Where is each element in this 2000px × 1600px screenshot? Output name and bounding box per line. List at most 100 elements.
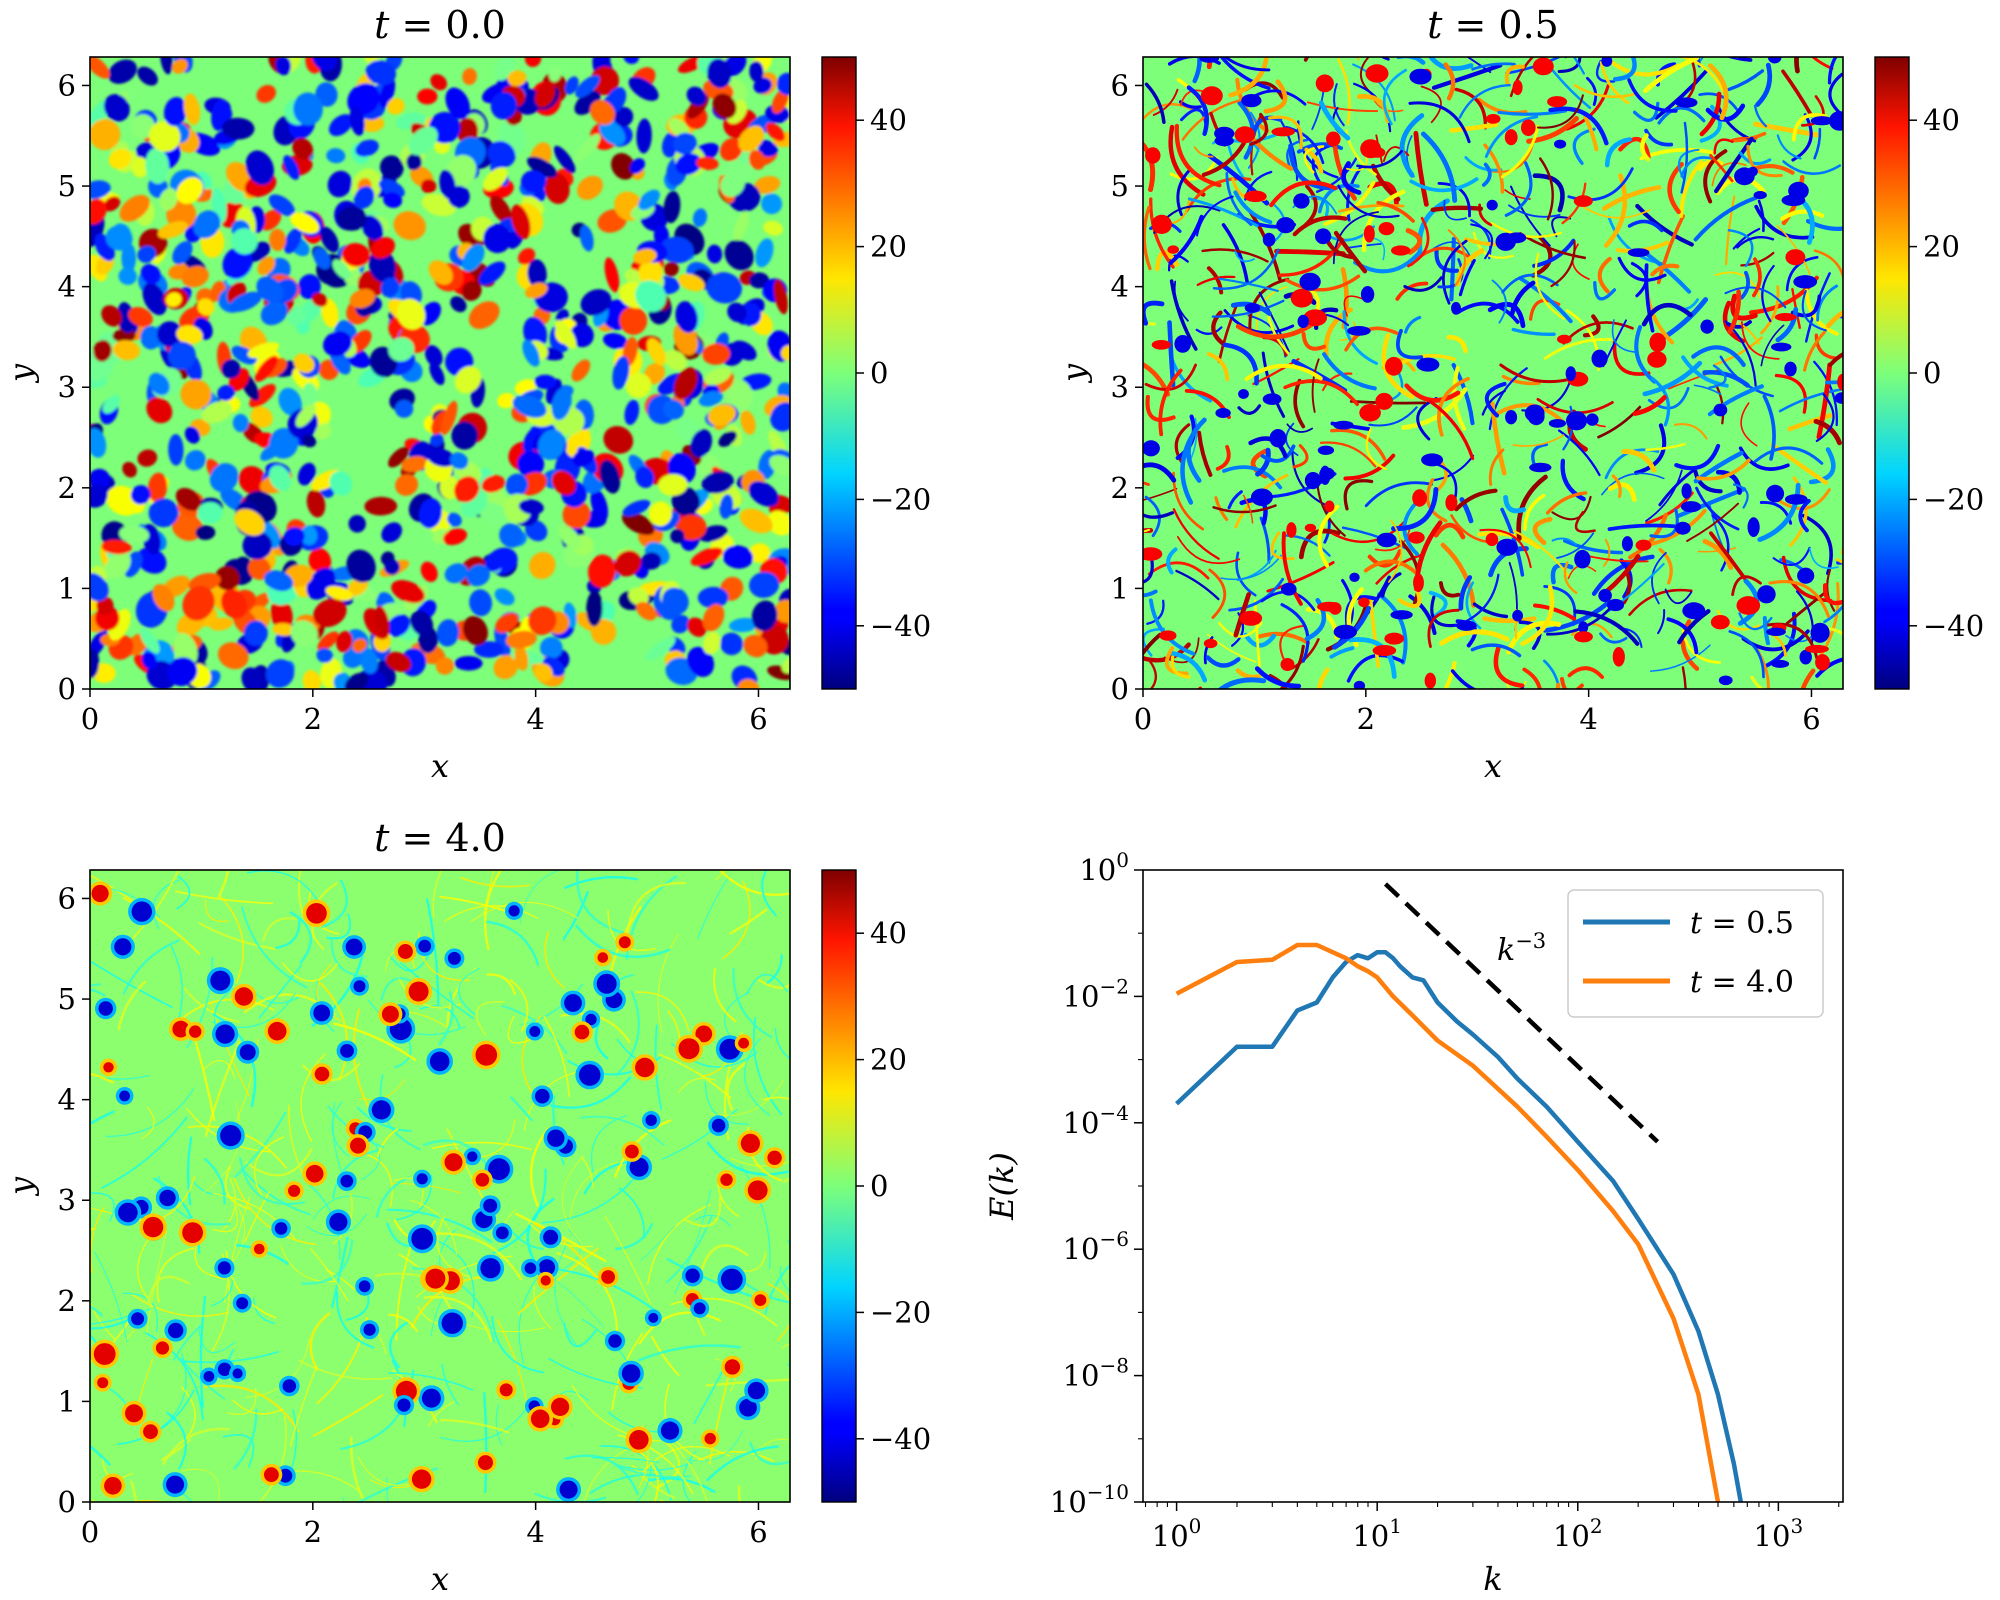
vorticity-filament (1143, 589, 1158, 598)
vorticity-filament (1709, 153, 1734, 183)
vorticity-filament (326, 913, 351, 940)
vorticity-filament (1628, 588, 1693, 616)
vorticity-blob (209, 617, 233, 631)
vorticity-filament (1443, 62, 1456, 101)
vorticity-blob (385, 651, 412, 672)
vorticity-filament (592, 1457, 660, 1464)
vorticity-blob (229, 291, 262, 312)
vorticity-filament (1144, 82, 1166, 124)
vortex-core (1304, 523, 1317, 533)
vorticity-blob (571, 359, 591, 382)
x-tick-label: 101 (1352, 1514, 1402, 1553)
vorticity-blob (101, 539, 132, 555)
vorticity-filament (1206, 266, 1224, 295)
vorticity-filament (1174, 123, 1222, 188)
vortex-core (585, 1013, 597, 1026)
vorticity-filament (1677, 609, 1711, 645)
vorticity-filament (1278, 644, 1305, 689)
vorticity-blob (590, 66, 620, 96)
vorticity-blob (256, 84, 277, 103)
series-line-t05 (1175, 949, 1744, 1502)
vortex-core (1774, 313, 1797, 322)
vorticity-filament (1176, 535, 1241, 564)
vortex-core (305, 1164, 324, 1183)
vortex-core (621, 1364, 641, 1383)
vorticity-filament (1563, 539, 1624, 555)
vorticity-filament (1708, 364, 1727, 389)
vorticity-blob (749, 272, 770, 289)
vorticity-filament (222, 1177, 237, 1231)
vorticity-filament (1532, 516, 1553, 546)
vorticity-blob (352, 638, 367, 653)
vorticity-filament (1798, 499, 1811, 533)
vortex-core (1815, 654, 1830, 671)
vorticity-filament (1172, 508, 1220, 560)
vorticity-blob (272, 623, 295, 636)
colorbar-tick-label: −40 (1923, 609, 1984, 643)
vorticity-blob (269, 427, 299, 459)
vorticity-blob (534, 82, 556, 108)
vorticity-filament (90, 1110, 115, 1126)
vorticity-filament (90, 1308, 151, 1325)
vorticity-blob (247, 342, 280, 358)
vorticity-blob (698, 391, 723, 407)
vortex-core (608, 1334, 622, 1348)
vorticity-filament (483, 870, 503, 951)
vorticity-blob (146, 397, 173, 424)
vorticity-filament (105, 1088, 195, 1138)
vorticity-filament (1143, 205, 1152, 271)
vortex-core (1297, 314, 1309, 328)
vorticity-filament (709, 1080, 784, 1116)
vorticity-filament (1611, 319, 1639, 354)
vortex-core (524, 1262, 537, 1274)
vortex-core (1416, 357, 1440, 372)
vorticity-filament (356, 1107, 412, 1132)
vorticity-filament (752, 1017, 783, 1116)
vorticity-filament (1571, 243, 1590, 280)
vorticity-blob (534, 374, 557, 390)
vortex-core (1681, 483, 1692, 499)
vortex-core (1504, 129, 1518, 146)
vorticity-filament (713, 967, 737, 1023)
log-axis-ticks: 100 101 102 103 100 10−2 10−4 10−6 10−8 10−10 (1050, 848, 1840, 1553)
vorticity-filament (203, 1101, 241, 1194)
vorticity-filament (1714, 271, 1761, 299)
vorticity-filament (202, 1060, 236, 1079)
vortex-core (1771, 659, 1790, 668)
vorticity-filament (1223, 57, 1271, 72)
vorticity-filament (732, 968, 773, 1039)
vorticity-filament (1772, 546, 1811, 567)
vortex-core (1304, 472, 1322, 490)
vortex-core (1424, 672, 1437, 689)
reference-slope-label: k−3 (1497, 929, 1546, 968)
x-axis-label: x (431, 747, 449, 785)
vorticity-filament (1650, 376, 1671, 427)
vorticity-filament (1500, 124, 1540, 179)
vortex-core (1286, 522, 1297, 538)
vorticity-filament (1550, 562, 1574, 585)
vortex-core (1837, 373, 1843, 391)
vorticity-filament (1143, 559, 1154, 584)
vorticity-filament (1738, 612, 1773, 631)
vorticity-filament (1235, 551, 1257, 597)
vortex-core (1557, 334, 1572, 344)
vorticity-blob (283, 227, 302, 254)
vorticity-filament (1826, 309, 1843, 329)
vorticity-blob (147, 472, 168, 503)
vorticity-filament (101, 1116, 188, 1189)
vorticity-filament (1725, 57, 1753, 62)
y-tick-label: 10−10 (1050, 1480, 1129, 1519)
vorticity-filament (1542, 600, 1610, 633)
vorticity-filament (320, 982, 349, 1080)
vortex-core (499, 1383, 513, 1397)
vortex-core (1365, 64, 1389, 83)
vorticity-filament (1458, 575, 1473, 611)
vorticity-blob (247, 557, 271, 580)
vorticity-blob (119, 194, 150, 222)
colorbar (821, 869, 857, 1503)
vorticity-filament (1736, 236, 1775, 249)
vortex-core (1674, 521, 1691, 535)
vorticity-blob (221, 359, 241, 379)
vorticity-filament (166, 1411, 187, 1470)
vortex-core (1713, 403, 1728, 417)
